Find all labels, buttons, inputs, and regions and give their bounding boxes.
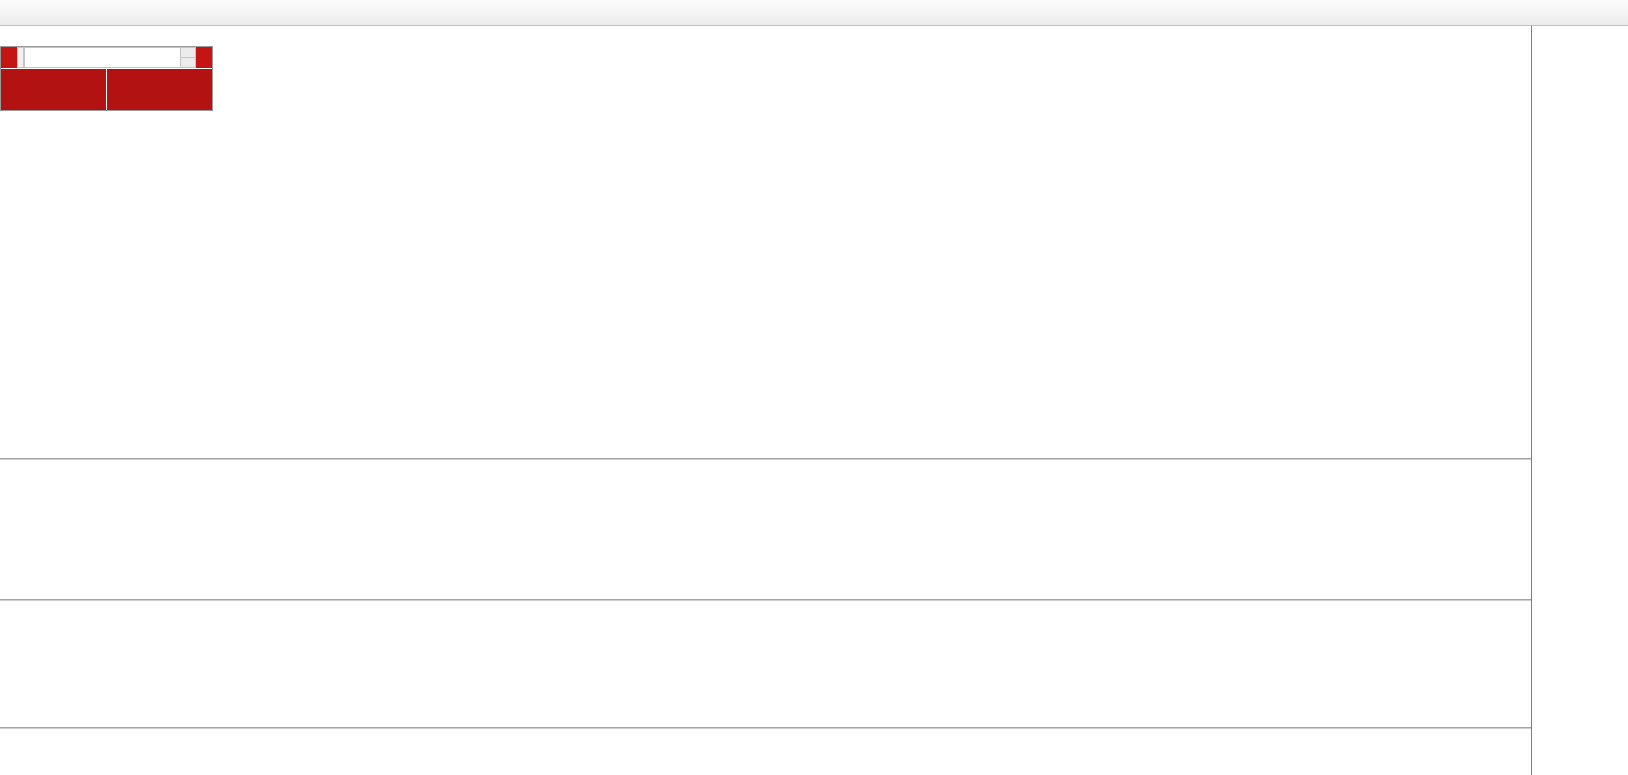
buy-button[interactable] bbox=[195, 47, 212, 68]
rsi-pane[interactable] bbox=[0, 601, 1531, 727]
buy-price-button[interactable] bbox=[107, 69, 212, 110]
volume-down-button[interactable] bbox=[180, 58, 195, 67]
trade-options-dropdown-button[interactable] bbox=[17, 47, 24, 68]
toolbar bbox=[0, 0, 1628, 26]
candlestick-chart bbox=[0, 26, 1531, 458]
macd-chart bbox=[0, 460, 1531, 599]
sell-button[interactable] bbox=[1, 47, 18, 68]
volume-input[interactable] bbox=[24, 48, 180, 67]
pane-separator[interactable] bbox=[0, 727, 1628, 729]
one-click-trading-panel bbox=[0, 46, 213, 111]
volume-up-button[interactable] bbox=[180, 48, 195, 58]
pane-separator[interactable] bbox=[0, 458, 1628, 460]
pane-separator[interactable] bbox=[0, 599, 1628, 601]
price-scale[interactable] bbox=[1531, 26, 1628, 775]
main-chart-pane[interactable] bbox=[0, 26, 1531, 458]
volume-spinner bbox=[179, 48, 195, 67]
rsi-chart bbox=[0, 601, 1531, 727]
time-axis[interactable] bbox=[0, 729, 1531, 775]
sell-price-button[interactable] bbox=[1, 69, 107, 110]
trade-panel-top-row bbox=[1, 47, 212, 68]
macd-pane[interactable] bbox=[0, 460, 1531, 599]
volume-box bbox=[23, 47, 196, 68]
trade-panel-prices bbox=[1, 68, 212, 110]
chart-area bbox=[0, 26, 1531, 775]
